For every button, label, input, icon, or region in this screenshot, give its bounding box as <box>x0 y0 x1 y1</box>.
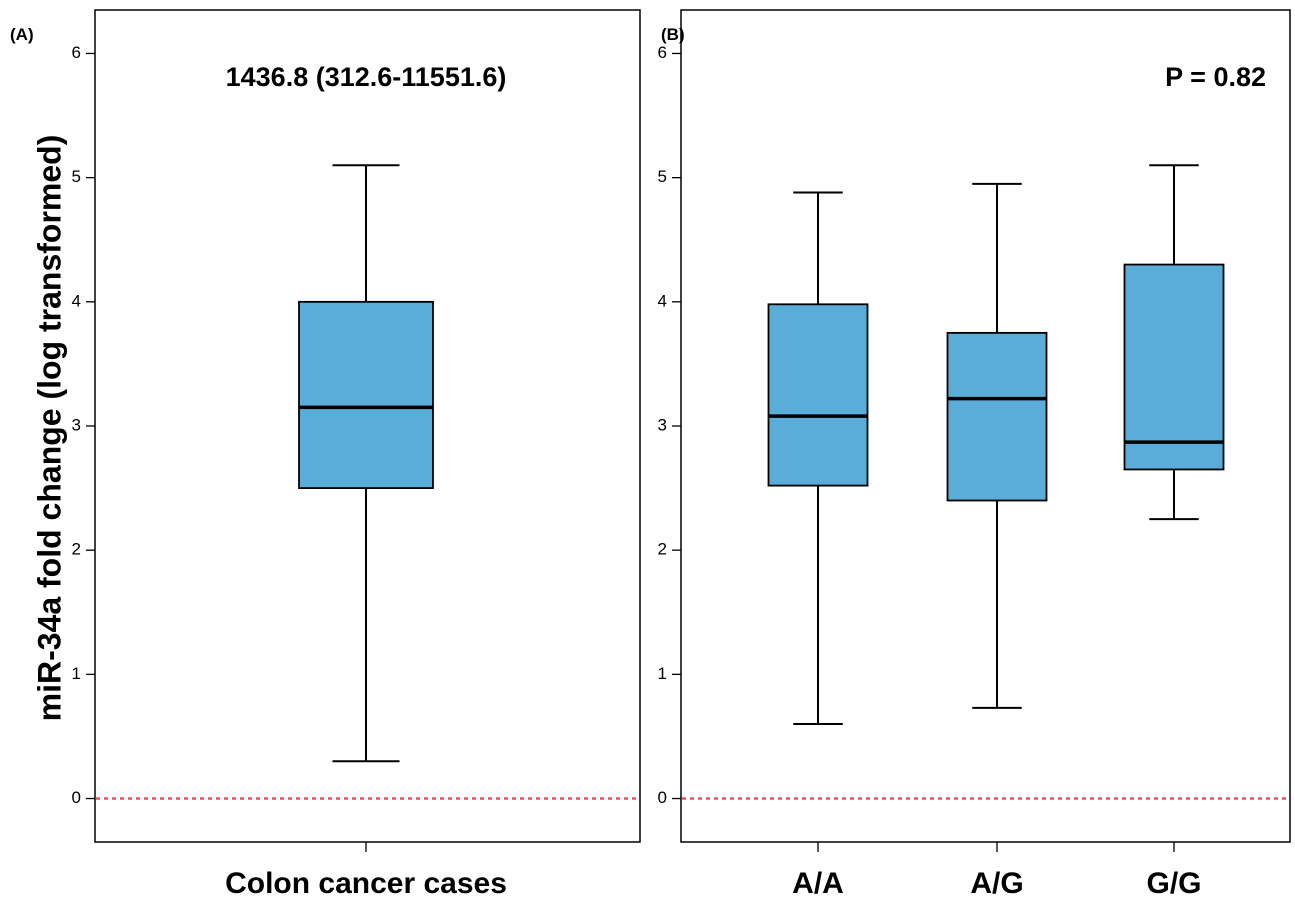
y-tick-label: 5 <box>72 167 81 186</box>
y-tick-label: 1 <box>658 664 667 683</box>
y-tick-label: 6 <box>658 43 667 62</box>
box-g-g <box>1123 164 1225 521</box>
box-a-g <box>946 182 1048 709</box>
y-axis-label: miR-34a fold change (log transformed) <box>31 135 67 722</box>
y-tick-label: 2 <box>72 540 81 559</box>
panel-b: (B) 0 1 2 3 4 5 6 P = 0.82 A/A A/G G/G <box>658 9 1291 898</box>
y-tick-label: 5 <box>658 167 667 186</box>
iqr-box <box>1123 263 1225 471</box>
panel-label: (A) <box>10 25 34 44</box>
x-tick-label: G/G <box>1146 867 1201 898</box>
y-tick-label: 0 <box>72 788 81 807</box>
y-tick-label: 4 <box>72 291 81 310</box>
x-tick-label: Colon cancer cases <box>225 867 507 898</box>
panel-label: (B) <box>661 25 685 44</box>
x-tick-label: A/G <box>970 867 1023 898</box>
y-tick-label: 4 <box>658 291 667 310</box>
iqr-box <box>946 331 1048 502</box>
y-tick-label: 3 <box>658 415 667 434</box>
chart-annotation: 1436.8 (312.6-11551.6) <box>226 62 507 92</box>
y-tick-label: 6 <box>72 43 81 62</box>
y-tick-label: 0 <box>658 788 667 807</box>
iqr-box <box>767 303 869 487</box>
y-tick-label: 2 <box>658 540 667 559</box>
panel-a: (A) 0 1 2 3 4 5 6 1436.8 (312.6-11551.6) Colon ca… <box>10 9 641 898</box>
box-a-a <box>767 191 869 726</box>
y-tick-label: 3 <box>72 415 81 434</box>
x-tick-label: A/A <box>792 867 844 898</box>
box-colon-cancer-cases <box>298 164 434 763</box>
iqr-box <box>298 300 434 489</box>
chart-annotation: P = 0.82 <box>1165 62 1266 92</box>
y-tick-label: 1 <box>72 664 81 683</box>
